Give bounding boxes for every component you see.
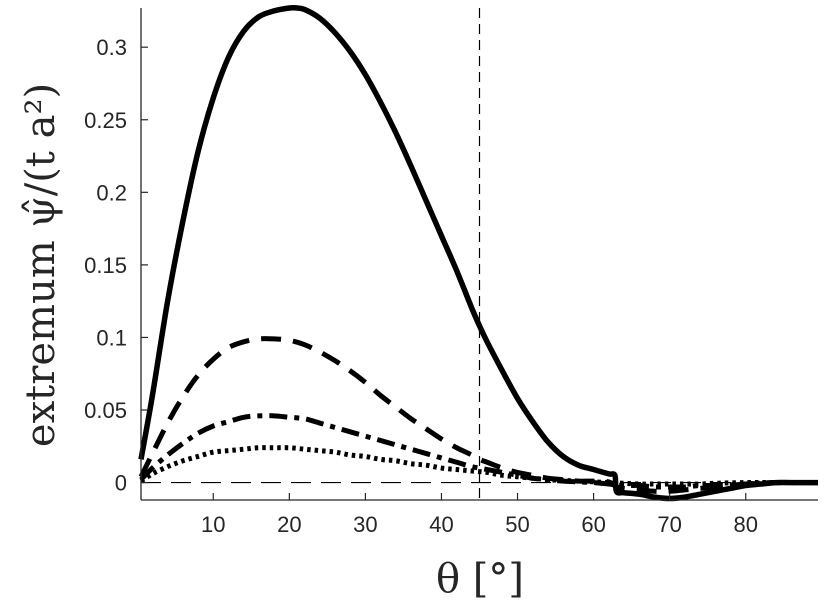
series-line-dash-dot xyxy=(139,413,819,490)
x-tick-label: 50 xyxy=(505,512,529,537)
y-tick-label: 0.15 xyxy=(84,253,127,278)
tick-labels: 10 20 30 40 50 60 70 80 0 0.05 0.1 0.15 0.2 0.25 0.3 xyxy=(84,35,758,537)
y-tick-label: 0.1 xyxy=(96,325,127,350)
y-axis-label: extremum ψ̂/(t a²) xyxy=(18,83,64,447)
x-tick-label: 20 xyxy=(277,512,301,537)
y-tick-label: 0.3 xyxy=(96,35,127,60)
y-tick-label: 0.2 xyxy=(96,180,127,205)
x-tick-label: 70 xyxy=(657,512,681,537)
axes xyxy=(140,8,818,501)
x-tick-label: 10 xyxy=(201,512,225,537)
y-tick-label: 0 xyxy=(115,471,127,496)
x-tick-label: 30 xyxy=(353,512,377,537)
x-tick-label: 40 xyxy=(429,512,453,537)
x-tick-label: 80 xyxy=(733,512,757,537)
series-line-dotted xyxy=(139,445,818,487)
series-line-solid xyxy=(138,4,818,502)
series-layer xyxy=(138,4,819,502)
y-tick-label: 0.05 xyxy=(84,398,127,423)
series-line-dashed xyxy=(138,336,819,494)
reference-lines xyxy=(141,8,818,500)
x-tick-label: 60 xyxy=(581,512,605,537)
x-axis-label: θ [°] xyxy=(436,556,524,602)
y-tick-label: 0.25 xyxy=(84,108,127,133)
